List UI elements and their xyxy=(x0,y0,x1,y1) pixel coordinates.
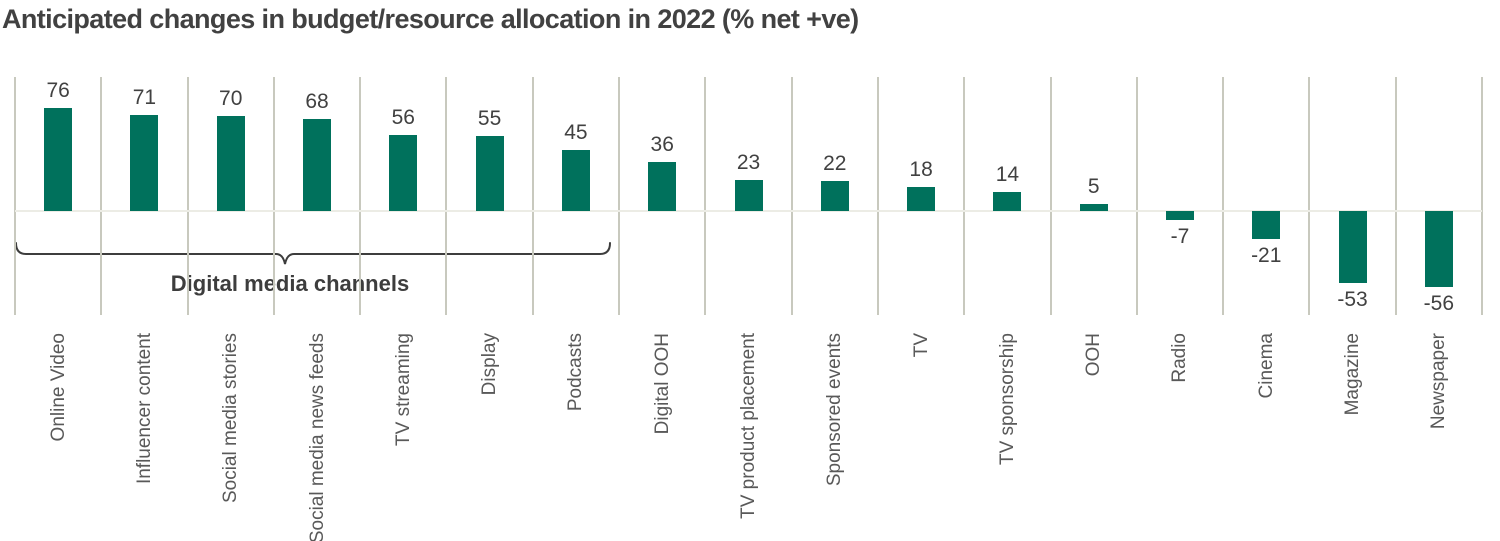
bar-tv xyxy=(907,186,936,211)
chart-title: Anticipated changes in budget/resource a… xyxy=(2,4,859,34)
bar-influencer-content xyxy=(130,114,159,211)
bar-value-label: 76 xyxy=(46,79,70,103)
category-label: Social media stories xyxy=(220,333,242,504)
bar-value-label: 14 xyxy=(995,163,1020,187)
gridline-vertical xyxy=(704,77,707,315)
gridline-vertical xyxy=(618,77,621,315)
category-label: TV streaming xyxy=(392,333,414,446)
bar-magazine xyxy=(1338,211,1367,283)
bar-online-video xyxy=(44,108,73,211)
gridline-vertical xyxy=(359,77,362,315)
bar-value-label: 45 xyxy=(564,121,588,145)
bar-value-label: 36 xyxy=(650,133,674,157)
category-label: OOH xyxy=(1083,333,1105,377)
digital-media-channels-bracket xyxy=(15,242,611,265)
gridline-vertical xyxy=(1394,77,1397,315)
category-label: Radio xyxy=(1169,333,1191,383)
bar-value-label: -21 xyxy=(1251,244,1282,268)
bar-social-media-news-feeds xyxy=(303,118,332,211)
gridline-vertical xyxy=(186,77,189,315)
gridline-vertical xyxy=(100,77,103,315)
gridline-vertical xyxy=(531,77,534,315)
bar-value-label: 23 xyxy=(736,150,761,174)
bar-value-label: 71 xyxy=(132,85,157,109)
gridline-vertical xyxy=(445,77,448,315)
bar-ooh xyxy=(1079,204,1108,211)
bar-digital-ooh xyxy=(648,162,677,211)
gridline-vertical xyxy=(272,77,275,315)
category-label: TV sponsorship xyxy=(996,333,1018,466)
gridline-vertical xyxy=(14,77,16,315)
zero-axis-line xyxy=(15,210,1482,212)
bar-value-label: -7 xyxy=(1170,225,1190,249)
bar-tv-sponsorship xyxy=(993,192,1022,211)
category-label: Display xyxy=(479,333,501,396)
category-label: Podcasts xyxy=(565,333,587,412)
bar-value-label: 18 xyxy=(909,157,933,181)
bar-value-label: 56 xyxy=(391,106,415,130)
category-label: Social media news feeds xyxy=(306,333,328,541)
bar-radio xyxy=(1165,211,1194,221)
bar-value-label: 5 xyxy=(1087,175,1100,199)
bar-cinema xyxy=(1252,211,1281,240)
gridline-vertical xyxy=(1308,77,1311,315)
bar-value-label: 55 xyxy=(477,107,502,131)
category-label: TV xyxy=(910,333,932,358)
category-label: Magazine xyxy=(1342,333,1364,416)
category-label: Online Video xyxy=(47,333,69,442)
bracket-group-label: Digital media channels xyxy=(162,271,418,297)
bar-podcasts xyxy=(561,150,590,211)
gridline-vertical xyxy=(790,77,793,315)
bar-value-label: -53 xyxy=(1337,287,1368,311)
bar-value-label: 22 xyxy=(823,152,847,176)
gridline-vertical xyxy=(963,77,966,315)
category-label: Newspaper xyxy=(1428,333,1450,430)
bar-social-media-stories xyxy=(216,116,245,211)
gridline-vertical xyxy=(1481,77,1483,315)
gridline-vertical xyxy=(1135,77,1138,315)
category-label: Digital OOH xyxy=(651,333,673,435)
bar-newspaper xyxy=(1424,211,1453,287)
bar-display xyxy=(475,136,504,211)
gridline-vertical xyxy=(876,77,879,315)
gridline-vertical xyxy=(1049,77,1052,315)
category-label: Cinema xyxy=(1255,333,1277,399)
bar-sponsored-events xyxy=(820,181,849,211)
bar-value-label: -56 xyxy=(1423,291,1455,315)
bar-value-label: 70 xyxy=(219,87,243,111)
category-label: TV product placement xyxy=(738,333,759,519)
bar-value-label: 68 xyxy=(305,89,329,113)
category-label: Influencer content xyxy=(133,333,155,485)
bar-tv-streaming xyxy=(389,135,418,211)
gridline-vertical xyxy=(1222,77,1225,315)
category-label: Sponsored events xyxy=(824,333,846,487)
bar-tv-product-placement xyxy=(734,179,763,211)
